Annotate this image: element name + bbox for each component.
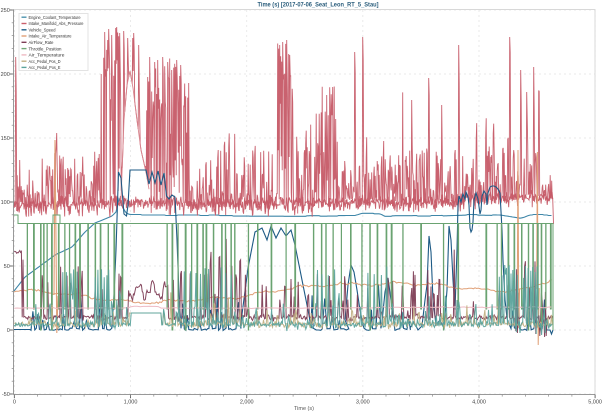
svg-text:Time (s) [2017-07-06_Seat_Leon: Time (s) [2017-07-06_Seat_Leon_RT_5_Stau… <box>258 3 379 9</box>
svg-text:Engine_Coolant_Temperature: Engine_Coolant_Temperature <box>29 15 81 20</box>
svg-text:50: 50 <box>4 264 10 270</box>
svg-text:2,000: 2,000 <box>240 400 254 406</box>
svg-text:Air_Temperature: Air_Temperature <box>29 53 66 58</box>
svg-text:Acc_Pedal_Pos_D: Acc_Pedal_Pos_D <box>29 59 62 64</box>
svg-text:100: 100 <box>1 200 10 206</box>
svg-text:AirFlow_Rate: AirFlow_Rate <box>29 40 54 45</box>
svg-text:3,000: 3,000 <box>356 400 370 406</box>
svg-text:Intake_Air_Temperature: Intake_Air_Temperature <box>29 34 72 39</box>
svg-text:4,000: 4,000 <box>472 400 486 406</box>
svg-text:Intake_Manifold_Abs_Pressure: Intake_Manifold_Abs_Pressure <box>29 21 84 26</box>
svg-text:Time (s): Time (s) <box>294 406 314 412</box>
svg-text:0: 0 <box>13 400 16 406</box>
svg-text:200: 200 <box>1 72 10 78</box>
svg-text:Throttle_Position: Throttle_Position <box>29 46 62 51</box>
svg-text:150: 150 <box>1 136 10 142</box>
svg-text:-50: -50 <box>2 392 10 398</box>
svg-text:0: 0 <box>7 328 10 334</box>
svg-text:Vehicle_Speed: Vehicle_Speed <box>29 28 56 33</box>
svg-text:Acc_Pedal_Pos_E: Acc_Pedal_Pos_E <box>29 65 61 70</box>
svg-text:250: 250 <box>1 8 10 14</box>
svg-text:5,000: 5,000 <box>588 400 602 406</box>
svg-text:1,000: 1,000 <box>124 400 138 406</box>
